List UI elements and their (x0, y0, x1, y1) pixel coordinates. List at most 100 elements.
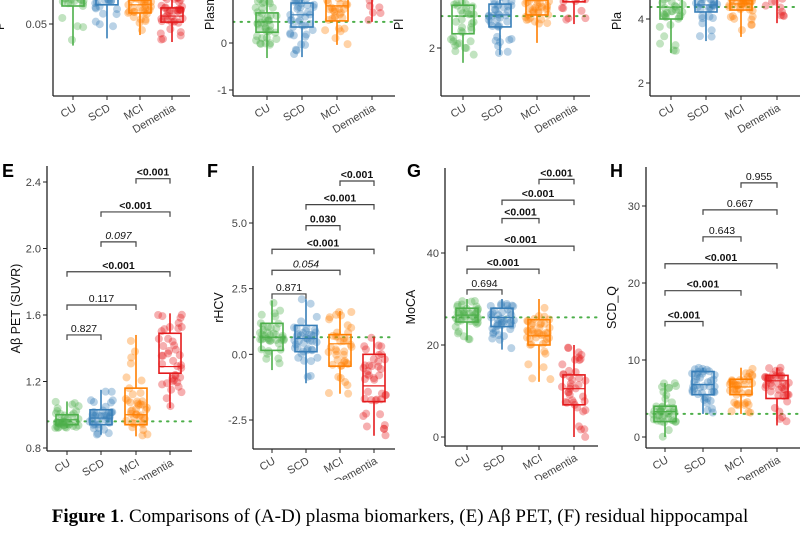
data-point-scd (92, 430, 101, 439)
x-tick-label: MCI (723, 102, 746, 122)
panel-letter: G (407, 161, 421, 181)
data-point-mci (728, 12, 737, 21)
data-point-mci (545, 0, 553, 6)
data-point-cu (257, 310, 266, 319)
data-point-mci (340, 358, 349, 367)
data-point-dementia (360, 342, 369, 351)
data-point-mci (541, 349, 550, 358)
data-point-cu (61, 0, 70, 3)
comparison-bracket (466, 268, 540, 275)
data-point-cu (264, 334, 273, 343)
panel-letter: E (2, 161, 14, 181)
data-point-dementia (779, 11, 788, 20)
data-point-scd (294, 330, 303, 339)
data-point-cu (251, 3, 260, 12)
data-point-mci (748, 370, 757, 379)
data-point-cu (269, 329, 278, 338)
data-point-cu (458, 297, 467, 306)
data-point-mci (733, 386, 742, 395)
data-point-mci (347, 323, 356, 332)
data-point-cu (261, 39, 270, 48)
data-point-dementia (165, 8, 174, 17)
data-point-cu (653, 416, 662, 425)
data-point-dementia (782, 417, 791, 426)
y-tick-label: 2.0 (26, 244, 41, 256)
data-point-mci (530, 329, 539, 338)
data-point-cu (472, 319, 481, 328)
data-point-scd (104, 0, 113, 5)
data-point-scd (89, 398, 98, 407)
data-point-scd (91, 4, 100, 13)
data-point-cu (276, 306, 285, 315)
data-point-cu (264, 16, 273, 25)
data-point-scd (104, 429, 113, 438)
data-point-mci (129, 7, 138, 16)
data-point-dementia (380, 421, 389, 430)
data-point-cu (264, 335, 273, 344)
data-point-cu (458, 23, 467, 32)
data-point-mci (133, 399, 142, 408)
data-point-mci (748, 12, 757, 21)
data-point-scd (102, 411, 111, 420)
data-point-scd (489, 329, 498, 338)
data-point-dementia (163, 7, 172, 16)
data-point-mci (740, 376, 749, 385)
data-point-mci (537, 2, 546, 11)
data-point-dementia (362, 409, 371, 418)
data-point-scd (101, 387, 110, 396)
data-point-scd (698, 19, 707, 28)
data-point-dementia (568, 375, 577, 384)
data-point-cu (665, 383, 674, 392)
data-point-scd (497, 314, 506, 323)
data-point-dementia (177, 310, 186, 319)
data-point-mci (323, 0, 332, 5)
data-point-cu (457, 15, 466, 24)
data-point-cu (459, 332, 468, 341)
panel-E: <0.001 <0.001 0.097 <0.001 0.117 0.827 0.8 1.2 1… (2, 161, 192, 480)
data-point-dementia (369, 355, 378, 364)
data-point-scd (307, 330, 316, 339)
data-point-mci (540, 319, 549, 328)
comparison-bracket (702, 209, 778, 215)
data-point-scd (507, 344, 516, 353)
data-point-dementia (364, 371, 373, 380)
data-point-cu (255, 13, 264, 22)
data-point-cu (467, 297, 476, 306)
data-point-scd (488, 334, 497, 343)
data-point-scd (113, 5, 122, 14)
data-point-cu (261, 24, 270, 33)
data-point-cu (466, 37, 475, 46)
data-point-mci (736, 4, 745, 13)
data-point-dementia (761, 1, 770, 10)
y-tick-label: 0 (634, 432, 640, 444)
comparison-bracket (305, 204, 375, 210)
data-point-scd (302, 0, 310, 3)
y-tick-label: 2 (429, 43, 435, 55)
data-point-mci (731, 381, 740, 390)
data-point-dementia (565, 0, 571, 1)
data-point-scd (296, 331, 305, 340)
y-tick-label: 30 (628, 201, 640, 213)
data-point-dementia (380, 424, 389, 433)
plot-area (441, 0, 590, 63)
comparison-bracket (664, 320, 704, 327)
data-point-cu (457, 6, 466, 15)
p-value-label: <0.001 (687, 279, 720, 291)
data-point-scd (499, 3, 508, 12)
data-point-dementia (778, 0, 787, 3)
data-point-mci (740, 0, 749, 9)
data-point-mci (746, 408, 755, 417)
data-point-cu (657, 406, 666, 415)
data-point-cu (256, 39, 265, 48)
data-point-dementia (571, 355, 580, 364)
data-point-cu (262, 354, 271, 363)
data-point-mci (330, 7, 339, 16)
p-value-label: 0.643 (709, 225, 735, 237)
data-point-cu (672, 382, 681, 391)
data-point-mci (128, 3, 137, 12)
p-value-label: <0.001 (504, 207, 537, 219)
data-point-dementia (381, 390, 390, 399)
data-point-dementia (767, 375, 776, 384)
box-cu (659, 0, 683, 20)
data-point-mci (325, 313, 334, 322)
